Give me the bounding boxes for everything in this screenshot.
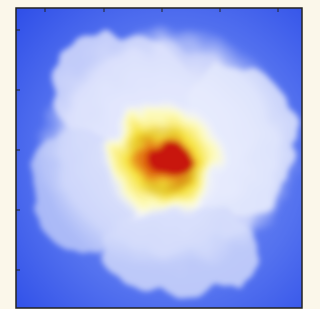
simulation-view [0, 0, 303, 309]
field [16, 8, 302, 308]
body [0, 0, 303, 309]
cloud-lobe [100, 205, 260, 295]
core [148, 140, 188, 176]
page: {} html, body { margin: 0; padding: 0; w… [0, 0, 303, 309]
hot-core [101, 100, 225, 220]
